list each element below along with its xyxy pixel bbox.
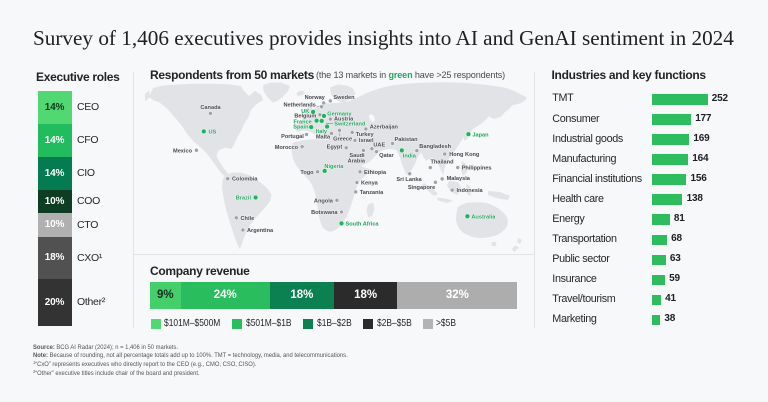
svg-text:Malaysia: Malaysia bbox=[447, 176, 471, 182]
svg-text:South Africa: South Africa bbox=[346, 222, 380, 228]
svg-text:Togo: Togo bbox=[300, 170, 314, 176]
svg-text:Morocco: Morocco bbox=[275, 145, 299, 151]
svg-text:Tanzania: Tanzania bbox=[360, 190, 384, 196]
svg-text:Ethiopia: Ethiopia bbox=[364, 170, 387, 176]
svg-text:Kenya: Kenya bbox=[361, 181, 379, 187]
svg-text:Portugal: Portugal bbox=[281, 134, 304, 140]
svg-text:Thailand: Thailand bbox=[431, 160, 455, 166]
svg-text:US: US bbox=[209, 130, 217, 136]
svg-text:Norway: Norway bbox=[305, 95, 326, 101]
svg-text:India: India bbox=[403, 154, 417, 160]
svg-text:Spain: Spain bbox=[293, 125, 309, 131]
svg-text:Singapore: Singapore bbox=[408, 185, 435, 191]
svg-text:Sweden: Sweden bbox=[333, 95, 355, 101]
svg-text:UK: UK bbox=[301, 109, 309, 115]
svg-text:Australia: Australia bbox=[471, 215, 496, 221]
svg-text:Israel: Israel bbox=[359, 138, 374, 144]
svg-text:Botswana: Botswana bbox=[311, 210, 338, 216]
svg-text:Hong Kong: Hong Kong bbox=[449, 152, 480, 158]
svg-text:Belgium: Belgium bbox=[294, 113, 316, 119]
svg-text:Colombia: Colombia bbox=[232, 177, 258, 183]
svg-text:Mexico: Mexico bbox=[173, 148, 193, 154]
svg-text:Germany: Germany bbox=[327, 112, 352, 118]
svg-text:Azerbaijan: Azerbaijan bbox=[370, 125, 399, 131]
svg-text:Pakistan: Pakistan bbox=[394, 137, 418, 143]
svg-text:Saudi: Saudi bbox=[349, 153, 365, 159]
svg-text:Japan: Japan bbox=[472, 132, 489, 138]
svg-text:Turkey: Turkey bbox=[356, 132, 375, 138]
svg-text:Indonesia: Indonesia bbox=[457, 188, 484, 194]
svg-text:Italy: Italy bbox=[316, 129, 328, 135]
svg-text:Nigeria: Nigeria bbox=[324, 164, 344, 170]
svg-text:Chile: Chile bbox=[241, 216, 255, 222]
svg-text:Switzerland: Switzerland bbox=[334, 121, 366, 127]
svg-text:UAE: UAE bbox=[373, 142, 385, 148]
svg-text:France: France bbox=[293, 119, 311, 125]
svg-text:Argentina: Argentina bbox=[247, 228, 274, 234]
svg-text:Arabia: Arabia bbox=[348, 159, 366, 165]
svg-text:Egypt: Egypt bbox=[327, 144, 343, 150]
svg-text:Sri Lanka: Sri Lanka bbox=[396, 177, 422, 183]
svg-text:Qatar: Qatar bbox=[379, 153, 394, 159]
svg-text:Netherlands: Netherlands bbox=[283, 102, 315, 108]
svg-text:Austria: Austria bbox=[334, 117, 354, 123]
svg-text:Bangladesh: Bangladesh bbox=[419, 144, 451, 150]
svg-text:Malta: Malta bbox=[316, 135, 331, 141]
svg-text:Greece: Greece bbox=[333, 137, 352, 143]
svg-text:Brazil: Brazil bbox=[236, 196, 252, 202]
svg-text:Canada: Canada bbox=[200, 105, 221, 111]
svg-text:Philippines: Philippines bbox=[462, 166, 492, 172]
svg-text:Angola: Angola bbox=[314, 199, 334, 205]
